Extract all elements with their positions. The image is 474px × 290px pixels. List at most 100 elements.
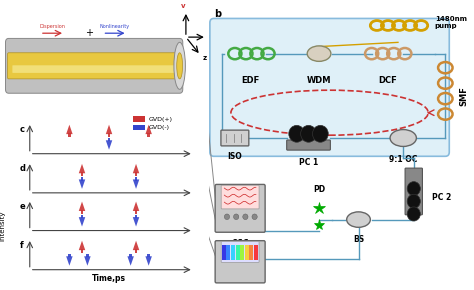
Circle shape [301,125,317,142]
Text: u: u [209,34,214,40]
Polygon shape [135,249,137,253]
Text: DCF: DCF [378,76,397,85]
Circle shape [234,214,239,220]
Polygon shape [84,256,91,266]
Polygon shape [81,172,83,176]
Text: z: z [202,55,207,61]
Bar [226,245,230,260]
FancyBboxPatch shape [12,65,176,73]
Polygon shape [135,172,137,176]
Polygon shape [86,254,89,258]
Polygon shape [133,164,139,173]
Text: 9:1 OC: 9:1 OC [389,155,418,164]
Text: Intensity: Intensity [0,211,5,242]
Text: GVD(+): GVD(+) [149,117,173,122]
Bar [133,116,145,122]
Circle shape [243,214,248,220]
Polygon shape [81,177,83,180]
Text: +: + [85,28,93,38]
Polygon shape [68,254,71,258]
Polygon shape [66,125,73,134]
Text: ISO: ISO [228,152,242,161]
Ellipse shape [390,130,416,146]
Circle shape [407,207,420,221]
Polygon shape [147,133,150,137]
FancyBboxPatch shape [215,184,265,232]
Text: 1480nm
pump: 1480nm pump [435,16,467,29]
Text: SMF: SMF [459,86,468,106]
Text: b: b [214,9,221,19]
Polygon shape [133,217,139,226]
Polygon shape [108,133,110,137]
Text: Dispersion: Dispersion [39,24,65,29]
Text: GVD(-): GVD(-) [149,125,170,130]
FancyBboxPatch shape [287,140,330,150]
Bar [249,245,254,260]
Polygon shape [133,202,139,211]
Bar [240,245,244,260]
Polygon shape [135,215,137,218]
FancyBboxPatch shape [215,241,265,283]
Circle shape [312,125,328,142]
Polygon shape [79,180,85,189]
Bar [254,245,258,260]
Polygon shape [128,256,134,266]
Polygon shape [133,241,139,250]
Text: BS: BS [353,235,364,244]
Polygon shape [133,180,139,189]
Circle shape [289,125,305,142]
Circle shape [407,182,420,196]
Polygon shape [81,249,83,253]
Polygon shape [79,241,85,250]
Polygon shape [81,215,83,218]
Polygon shape [147,254,150,258]
Polygon shape [146,125,152,134]
Text: f: f [20,241,24,250]
Circle shape [252,214,257,220]
Polygon shape [106,125,112,134]
Bar [231,245,235,260]
Text: WDM: WDM [307,76,331,85]
FancyBboxPatch shape [8,53,181,79]
Ellipse shape [177,53,182,79]
Text: EDF: EDF [242,76,260,85]
FancyBboxPatch shape [221,242,259,262]
FancyBboxPatch shape [405,168,422,215]
FancyBboxPatch shape [6,39,183,93]
Polygon shape [135,210,137,213]
Ellipse shape [307,46,331,61]
Text: v: v [181,3,185,9]
Bar [222,245,226,260]
Polygon shape [135,177,137,180]
Ellipse shape [174,42,185,89]
Polygon shape [106,140,112,150]
Bar [236,245,240,260]
Circle shape [224,214,229,220]
Polygon shape [66,256,73,266]
Polygon shape [81,210,83,213]
Polygon shape [129,254,132,258]
Text: a: a [4,6,11,16]
Text: OSC: OSC [231,239,249,248]
Text: PC 1: PC 1 [299,158,318,167]
Ellipse shape [346,212,370,227]
Text: c: c [20,125,25,134]
FancyBboxPatch shape [210,19,449,156]
Polygon shape [79,164,85,173]
Text: Single Mode Fiber: Single Mode Fiber [44,101,93,106]
FancyBboxPatch shape [221,130,249,146]
Bar [133,125,145,130]
Text: Nonlinearity: Nonlinearity [100,24,130,29]
Bar [245,245,249,260]
Text: Time,ps: Time,ps [92,274,126,283]
Polygon shape [68,133,71,137]
Polygon shape [79,202,85,211]
Polygon shape [146,256,152,266]
Text: d: d [20,164,26,173]
Polygon shape [79,217,85,226]
Text: e: e [20,202,26,211]
Text: PD: PD [313,185,325,194]
Circle shape [407,194,420,208]
Text: PC 2: PC 2 [432,193,451,202]
Polygon shape [108,138,110,142]
